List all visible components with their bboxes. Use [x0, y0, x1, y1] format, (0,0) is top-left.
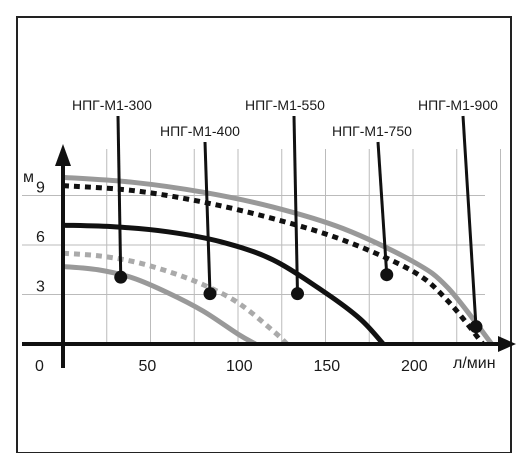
- series-label-1: НПГ-М1-300: [72, 97, 152, 113]
- series-marker-2: [203, 287, 217, 301]
- x-axis-arrow: [498, 336, 516, 352]
- y-tick-label: 6: [36, 229, 45, 246]
- series-label-2: НПГ-М1-400: [160, 123, 240, 139]
- tick-labels: 0 50 100 150 200 3 6 9: [35, 180, 428, 376]
- x-tick-label: 0: [35, 358, 44, 375]
- x-tick-label: 50: [139, 358, 157, 375]
- series-group: [62, 174, 494, 347]
- series-marker-4: [380, 268, 394, 282]
- series-labels: НПГ-М1-300 НПГ-М1-400 НПГ-М1-550 НПГ-М1-750…: [72, 97, 498, 334]
- series-line-1: [62, 263, 257, 347]
- leader-line-4: [376, 141, 389, 275]
- y-tick-label: 9: [36, 180, 45, 197]
- y-axis-arrow: [55, 144, 71, 166]
- series-label-3: НПГ-М1-550: [245, 97, 325, 113]
- series-marker-5: [469, 320, 483, 334]
- x-tick-label: 100: [226, 358, 253, 375]
- y-axis-label: м: [23, 169, 34, 186]
- series-marker-3: [291, 287, 304, 301]
- series-line-2: [62, 250, 289, 346]
- leader-line-5: [461, 115, 478, 327]
- x-tick-label: 200: [401, 358, 428, 375]
- leader-line-1: [116, 115, 123, 278]
- x-tick-label: 150: [314, 358, 341, 375]
- series-label-5: НПГ-М1-900: [418, 97, 498, 113]
- series-marker-1: [114, 270, 128, 284]
- leader-line-3: [292, 115, 299, 294]
- frame-border: [16, 16, 512, 453]
- axes: [22, 144, 516, 368]
- x-axis-label: л/мин: [453, 355, 496, 372]
- series-line-5: [62, 174, 494, 346]
- y-tick-label: 3: [36, 279, 45, 296]
- series-line-4: [62, 183, 485, 346]
- series-label-4: НПГ-М1-750: [332, 123, 412, 139]
- leader-line-2: [203, 141, 212, 294]
